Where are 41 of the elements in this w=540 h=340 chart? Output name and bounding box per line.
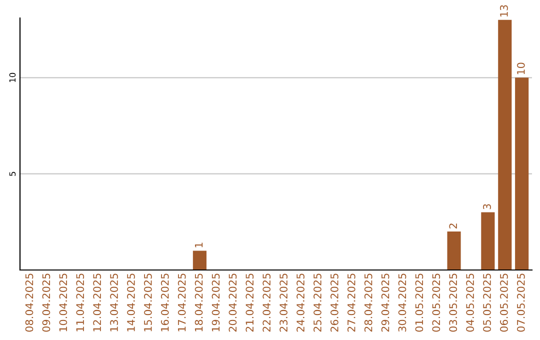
x-tick-label: 19.04.2025 [212, 274, 220, 332]
x-tick-label: 14.04.2025 [127, 274, 135, 332]
x-tick-label: 16.04.2025 [160, 274, 169, 332]
x-tick-label: 07.05.2025 [516, 274, 525, 332]
data-label: 3 [483, 204, 491, 210]
x-tick-label: 26.04.2025 [330, 274, 338, 332]
x-tick-label: 06.05.2025 [500, 274, 508, 332]
bar [498, 20, 512, 270]
x-tick-label: 15.04.2025 [144, 274, 152, 332]
x-tick-label: 29.04.2025 [381, 274, 390, 332]
data-label: 10 [516, 62, 525, 74]
x-tick-label: 30.04.2025 [398, 274, 406, 332]
bar [515, 78, 529, 270]
x-tick-label: 12.04.2025 [93, 274, 102, 332]
x-tick-label: 02.05.2025 [432, 274, 440, 332]
x-tick-label: 28.04.2025 [364, 274, 372, 332]
x-tick-label: 10.04.2025 [59, 274, 68, 332]
x-tick-label: 27.04.2025 [347, 274, 356, 332]
x-tick-label: 04.05.2025 [466, 274, 474, 332]
x-tick-label: 01.05.2025 [415, 274, 424, 332]
x-tick-label: 08.04.2025 [25, 274, 34, 332]
data-label: 13 [500, 5, 508, 16]
x-tick-label: 11.04.2025 [76, 274, 84, 332]
bar [481, 212, 495, 270]
bar [192, 250, 206, 270]
x-tick-label: 09.04.2025 [42, 274, 50, 332]
x-tick-label: 17.04.2025 [178, 274, 186, 332]
data-label: 1 [194, 242, 203, 248]
x-tick-label: 05.05.2025 [483, 274, 491, 332]
x-tick-label: 21.04.2025 [246, 274, 254, 332]
x-tick-label: 25.04.2025 [314, 274, 322, 332]
x-tick-label: 22.04.2025 [262, 274, 271, 332]
x-tick-label: 13.04.2025 [110, 274, 118, 332]
x-tick-label: 18.04.2025 [194, 274, 203, 332]
x-tick-label: 20.04.2025 [228, 274, 237, 332]
data-label: 2 [449, 224, 457, 228]
x-tick-label: 24.04.2025 [296, 274, 304, 332]
y-tick-label: 5 [9, 172, 16, 176]
x-tick-label: 03.05.2025 [449, 274, 458, 332]
bar [447, 232, 461, 270]
x-tick-label: 23.04.2025 [280, 274, 288, 332]
